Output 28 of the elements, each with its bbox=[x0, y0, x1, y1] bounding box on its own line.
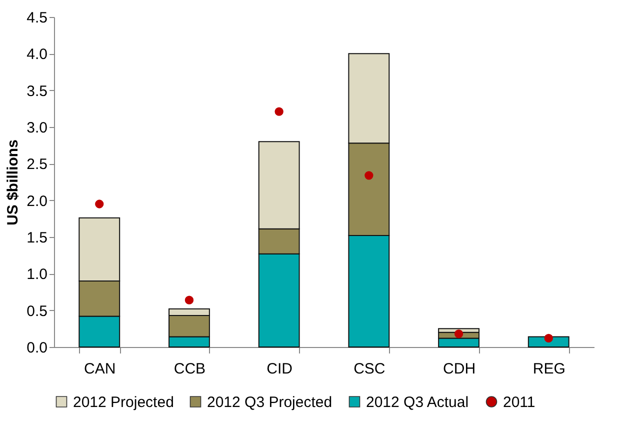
y-tick-label: 2.0 bbox=[26, 192, 48, 210]
x-tick-label: CDH bbox=[443, 360, 476, 378]
y-axis-title: US $billions bbox=[4, 140, 22, 226]
y-tick-label: 0.5 bbox=[26, 302, 48, 320]
y-tick-label: 2.5 bbox=[26, 156, 48, 174]
point bbox=[544, 334, 553, 343]
y-tick-label: 4.0 bbox=[26, 46, 48, 64]
x-tick-label: CAN bbox=[84, 360, 116, 378]
x-tick-label: CSC bbox=[354, 360, 386, 378]
y-tick-label: 0.0 bbox=[26, 340, 48, 356]
legend-label: 2012 Q3 Actual bbox=[366, 394, 469, 411]
point bbox=[274, 107, 284, 116]
legend-label: 2012 Projected bbox=[73, 394, 174, 411]
x-tick-label: REG bbox=[532, 360, 566, 378]
legend-label: 2012 Q3 Projected bbox=[207, 394, 332, 411]
x-tick-label: CCB bbox=[174, 360, 206, 378]
point bbox=[454, 329, 464, 338]
x-tick-label: CID bbox=[266, 360, 293, 378]
legend-label: 2011 bbox=[503, 394, 536, 411]
y-tick-label: 1.0 bbox=[26, 266, 48, 284]
y-tick-label: 1.5 bbox=[26, 230, 48, 246]
point bbox=[364, 171, 374, 180]
y-tick-label: 4.5 bbox=[26, 10, 48, 26]
y-tick-label: 3.5 bbox=[26, 82, 48, 100]
point bbox=[95, 200, 104, 208]
y-tick-label: 3.0 bbox=[26, 120, 48, 136]
bar bbox=[528, 336, 570, 348]
point bbox=[184, 296, 194, 304]
